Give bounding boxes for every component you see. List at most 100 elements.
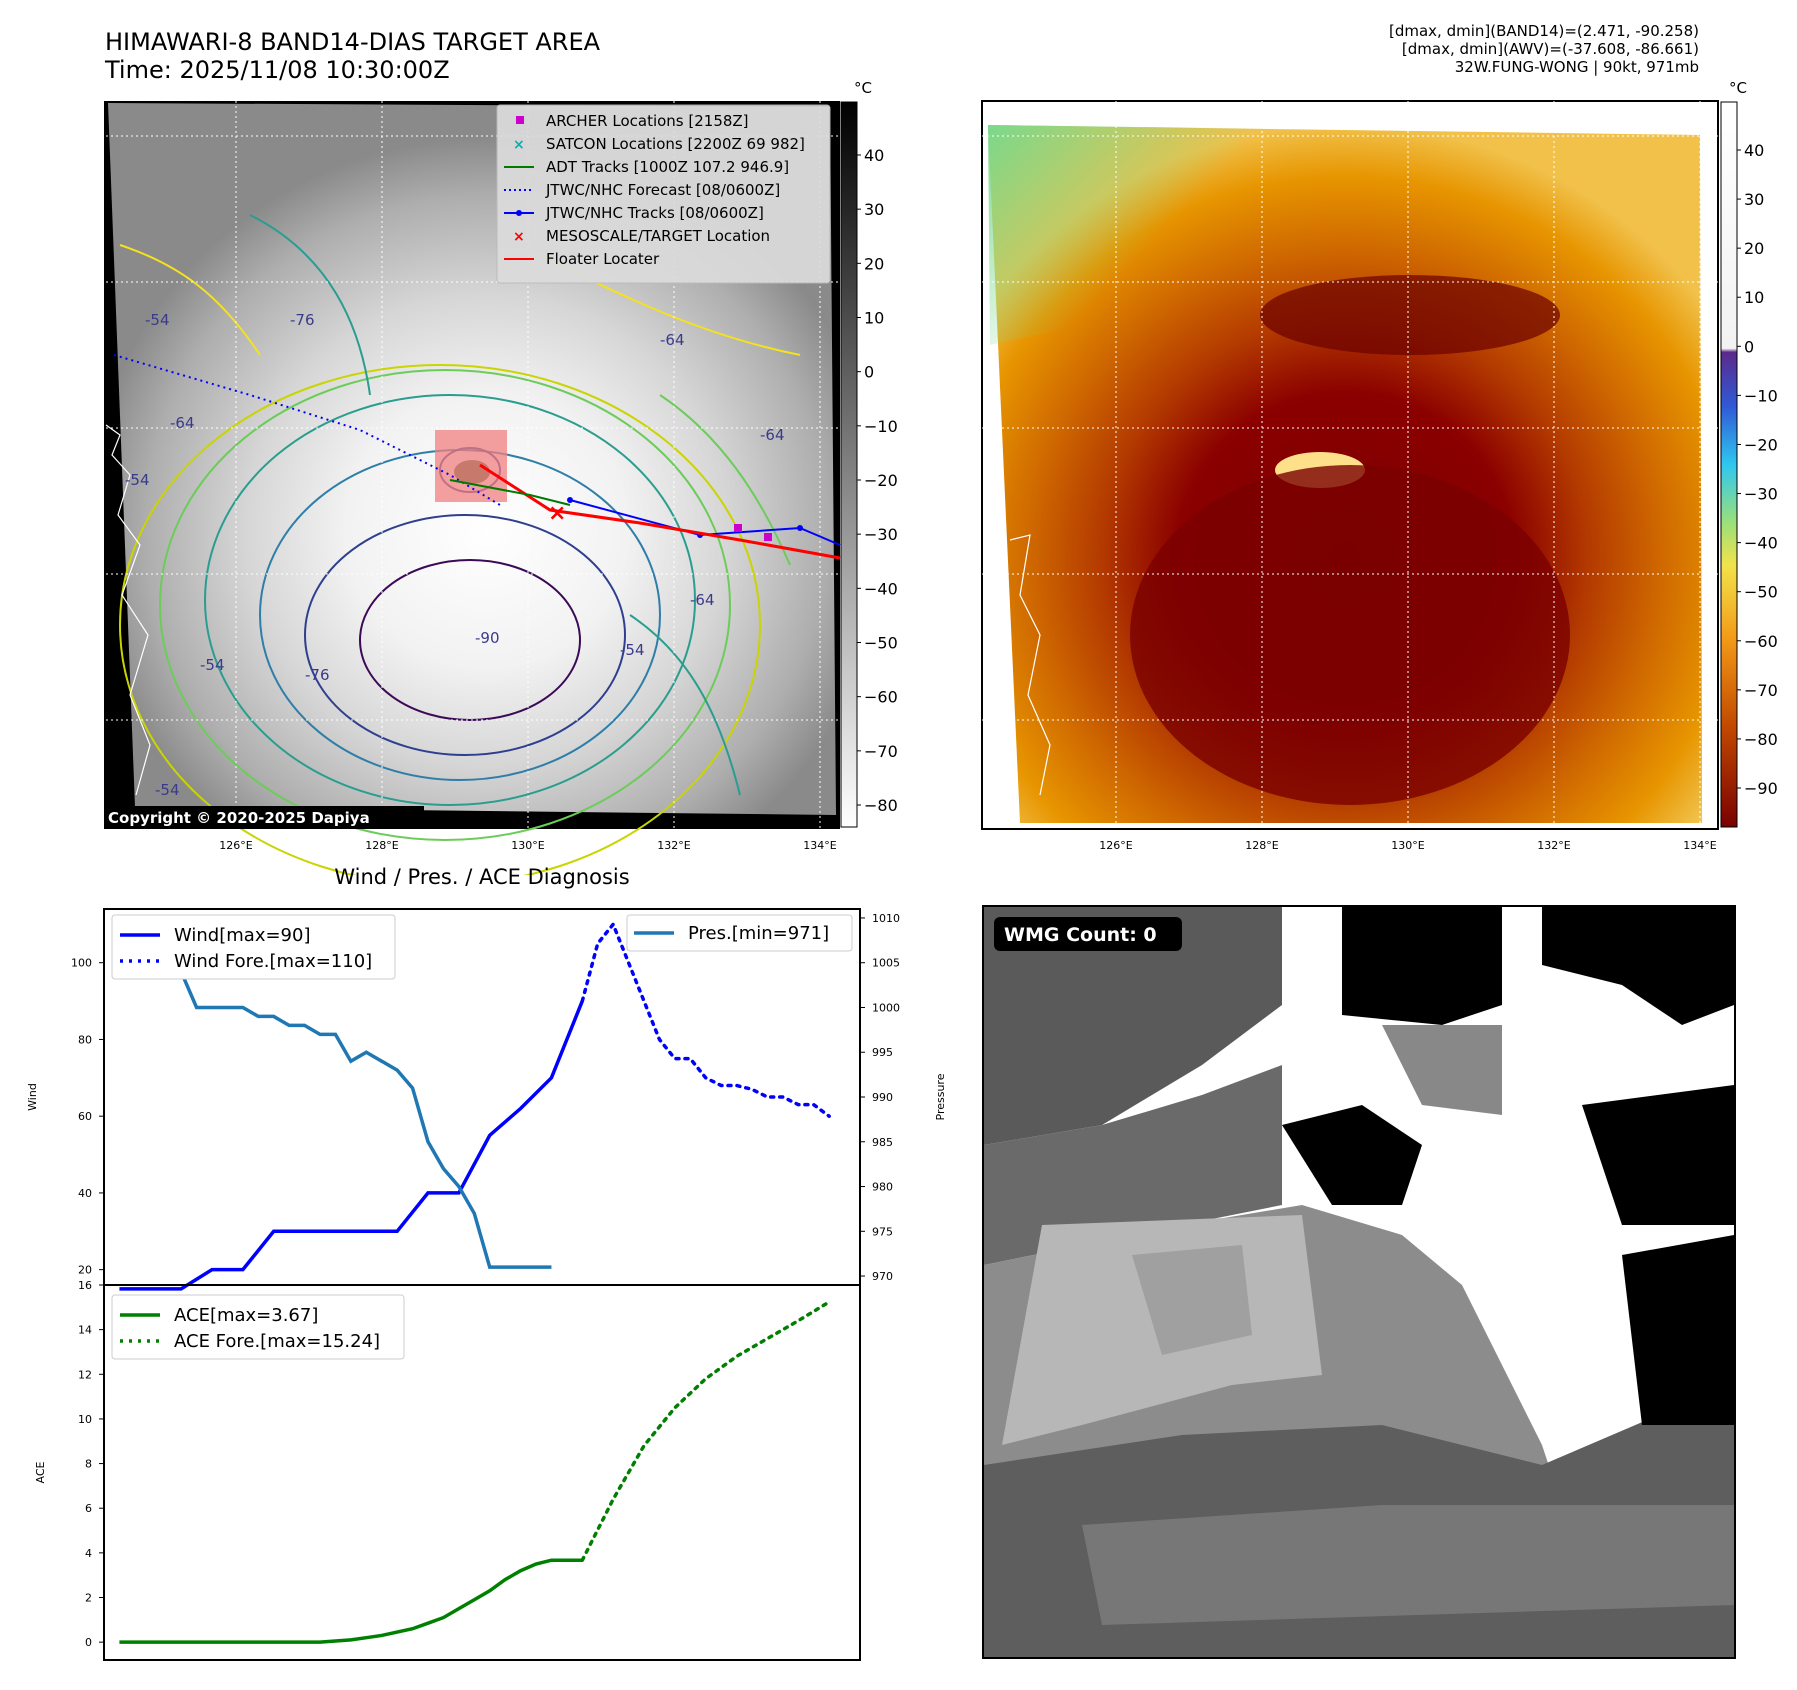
target-area-box	[435, 430, 507, 502]
lon-tick-label: 132°E	[1537, 839, 1570, 852]
lon-tick-label: 126°E	[219, 839, 252, 852]
awv-colorbar: °C 40 30 20 10 0 −10 −20 −30 −40 −50 −60 −70 −80 −90	[1720, 79, 1778, 828]
diagnosis-chart: 2040608010097097598098599099510001005101…	[26, 908, 947, 1661]
cbar-tick-label: 0	[864, 363, 874, 382]
contour-label: -54	[125, 471, 150, 489]
cbar-tick-label: 20	[864, 254, 884, 273]
info-line1: [dmax, dmin](BAND14)=(2.471, -90.258)	[1388, 22, 1699, 40]
legend-item: × MESOSCALE/TARGET Location	[513, 227, 770, 245]
y-tick-label: 20	[78, 1264, 92, 1277]
ace-plot-frame	[103, 1284, 861, 1661]
legend-marker: ×	[513, 137, 525, 153]
legend-label: ARCHER Locations [2158Z]	[546, 112, 749, 130]
coastline	[105, 424, 151, 796]
cbar-tick-label: −30	[1744, 485, 1778, 504]
contour-label: -76	[290, 311, 315, 329]
contour-label: -64	[690, 591, 715, 609]
legend-label: JTWC/NHC Forecast [08/0600Z]	[545, 181, 780, 199]
cbar-tick-label: −40	[864, 579, 898, 598]
contour-label: -64	[760, 426, 785, 444]
cbar-tick-label: −10	[1744, 386, 1778, 405]
legend-label: ACE[max=3.67]	[174, 1305, 318, 1326]
y-tick-label: 2	[85, 1592, 92, 1605]
cbar-tick-label: −50	[1744, 583, 1778, 602]
legend-item: JTWC/NHC Forecast [08/0600Z]	[504, 181, 780, 199]
band14-map: × ARCHER Locations [2158Z] × SATCON Locati…	[104, 101, 841, 875]
cbar-tick-label: 40	[864, 146, 884, 165]
y-tick-label: 0	[85, 1636, 92, 1649]
contour-label: -64	[170, 414, 195, 432]
y-axis-label: ACE	[34, 1461, 47, 1483]
cbar-tick-label: −80	[1744, 730, 1778, 749]
copyright-text: Copyright © 2020-2025 Dapiya	[108, 809, 370, 827]
info-line2: [dmax, dmin](AWV)=(-37.608, -86.661)	[1401, 40, 1699, 58]
y-tick-label: 10	[78, 1413, 92, 1426]
legend-label: ACE Fore.[max=15.24]	[174, 1331, 380, 1352]
cbar-tick-label: 30	[1744, 190, 1764, 209]
cbar-tick-label: 40	[1744, 141, 1764, 160]
legend-label: MESOSCALE/TARGET Location	[546, 227, 770, 245]
jtwc-track	[569, 499, 841, 546]
wmg-panel: WMG Count: 0	[982, 905, 1736, 1659]
legend-item: Floater Locater	[504, 250, 660, 268]
legend-label: Wind Fore.[max=110]	[174, 951, 372, 972]
figure-title-line2: Time: 2025/11/08 10:30:00Z	[105, 56, 450, 84]
cbar-tick-label: −80	[864, 796, 898, 815]
y2-tick-label: 990	[872, 1091, 893, 1104]
legend-item: × SATCON Locations [2200Z 69 982]	[513, 135, 805, 153]
series-line	[119, 1000, 584, 1291]
legend-item: JTWC/NHC Tracks [08/0600Z]	[504, 204, 764, 222]
contour-label: -54	[200, 656, 225, 674]
legend-label: ADT Tracks [1000Z 107.2 946.9]	[546, 158, 789, 176]
y-tick-label: 100	[71, 957, 92, 970]
y-tick-label: 4	[85, 1547, 92, 1560]
cbar-tick-label: −70	[1744, 681, 1778, 700]
y-axis-label: Wind	[26, 1083, 39, 1111]
band14-colorbar: °C 40 30 20 10 0 −10 −20 −30 −40 −50 −60 −70 −80	[840, 79, 898, 828]
legend-marker	[516, 116, 524, 124]
y-tick-label: 12	[78, 1368, 92, 1381]
cbar-tick-label: 20	[1744, 239, 1764, 258]
y2-tick-label: 975	[872, 1225, 893, 1238]
y2-tick-label: 1000	[872, 1001, 900, 1014]
y-tick-label: 40	[78, 1187, 92, 1200]
contour-label: -54	[145, 311, 170, 329]
ace-legend: ACE[max=3.67] ACE Fore.[max=15.24]	[111, 1294, 405, 1360]
lon-tick-label: 134°E	[1683, 839, 1716, 852]
cbar-tick-label: −50	[864, 634, 898, 653]
series-line	[119, 1558, 583, 1644]
lon-tick-label: 128°E	[1245, 839, 1278, 852]
archer-marker	[764, 533, 772, 541]
legend-label: Wind[max=90]	[174, 925, 311, 946]
legend-label: SATCON Locations [2200Z 69 982]	[546, 135, 805, 153]
right-cbar-unit: °C	[1729, 79, 1747, 97]
y2-tick-label: 980	[872, 1181, 893, 1194]
cbar-tick-label: −30	[864, 525, 898, 544]
archer-marker	[734, 524, 742, 532]
y2-axis-label: Pressure	[934, 1073, 947, 1120]
lon-tick-label: 134°E	[803, 839, 836, 852]
adt-track	[449, 479, 571, 506]
y2-tick-label: 985	[872, 1136, 893, 1149]
contour-label: -90	[475, 629, 500, 647]
wmg-badge: WMG Count: 0	[994, 917, 1182, 951]
left-cbar-unit: °C	[854, 79, 872, 97]
cbar-tick-label: −20	[1744, 435, 1778, 454]
cbar-tick-label: 10	[1744, 288, 1764, 307]
cbar-tick-label: −40	[1744, 534, 1778, 553]
lon-tick-label: 130°E	[1391, 839, 1424, 852]
series-line	[580, 1300, 831, 1562]
legend-marker: ×	[513, 229, 525, 245]
series-line	[117, 917, 552, 1269]
info-line3: 32W.FUNG-WONG | 90kt, 971mb	[1454, 58, 1699, 76]
figure-title-line1: HIMAWARI-8 BAND14-DIAS TARGET AREA	[105, 28, 601, 56]
lon-tick-label: 126°E	[1099, 839, 1132, 852]
wind-legend: Wind[max=90] Wind Fore.[max=110]	[111, 914, 396, 980]
y2-tick-label: 970	[872, 1270, 893, 1283]
legend-label: Floater Locater	[546, 250, 660, 268]
series-line	[580, 920, 831, 1118]
cbar-tick-label: −60	[864, 688, 898, 707]
map-legend: ARCHER Locations [2158Z] × SATCON Location…	[496, 104, 831, 284]
legend-item: ARCHER Locations [2158Z]	[516, 112, 749, 130]
y2-tick-label: 1010	[872, 912, 900, 925]
